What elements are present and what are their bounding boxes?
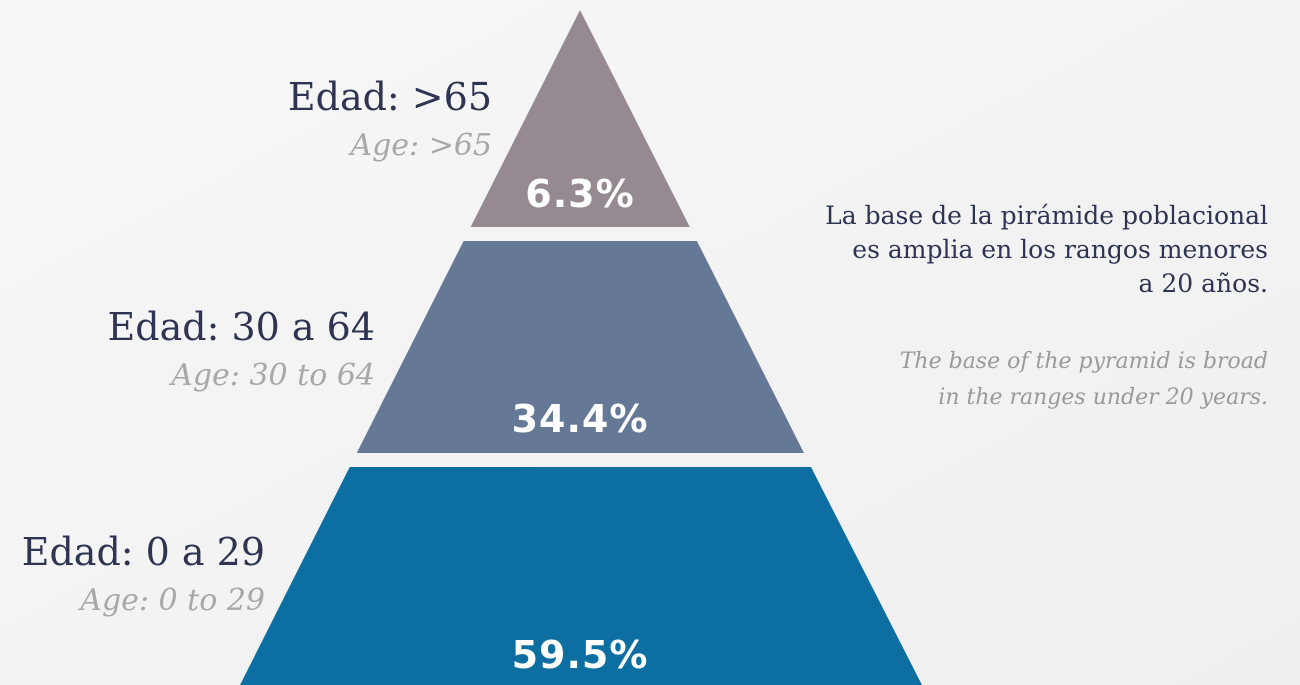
pyramid-top: [470, 10, 690, 227]
level-value: 6.3%: [525, 172, 634, 216]
pyramid-bottom: [240, 467, 922, 685]
note-line: a 20 años.: [1139, 269, 1268, 298]
level-sublabel: Age: 0 to 29: [77, 583, 265, 618]
level-sublabel: Age: 30 to 64: [168, 358, 375, 393]
level-label: Edad: >65: [288, 75, 492, 119]
note-en-line: in the ranges under 20 years.: [938, 385, 1268, 410]
note-line: La base de la pirámide poblacional: [825, 201, 1268, 230]
level-label: Edad: 0 a 29: [22, 530, 265, 574]
note-line: es amplia en los rangos menores: [852, 235, 1268, 264]
level-label: Edad: 30 a 64: [108, 305, 375, 349]
note-en-line: The base of the pyramid is broad: [900, 349, 1268, 374]
pyramid-middle: [356, 241, 804, 453]
level-value: 59.5%: [512, 633, 649, 677]
level-sublabel: Age: >65: [347, 128, 492, 163]
level-value: 34.4%: [512, 397, 649, 441]
